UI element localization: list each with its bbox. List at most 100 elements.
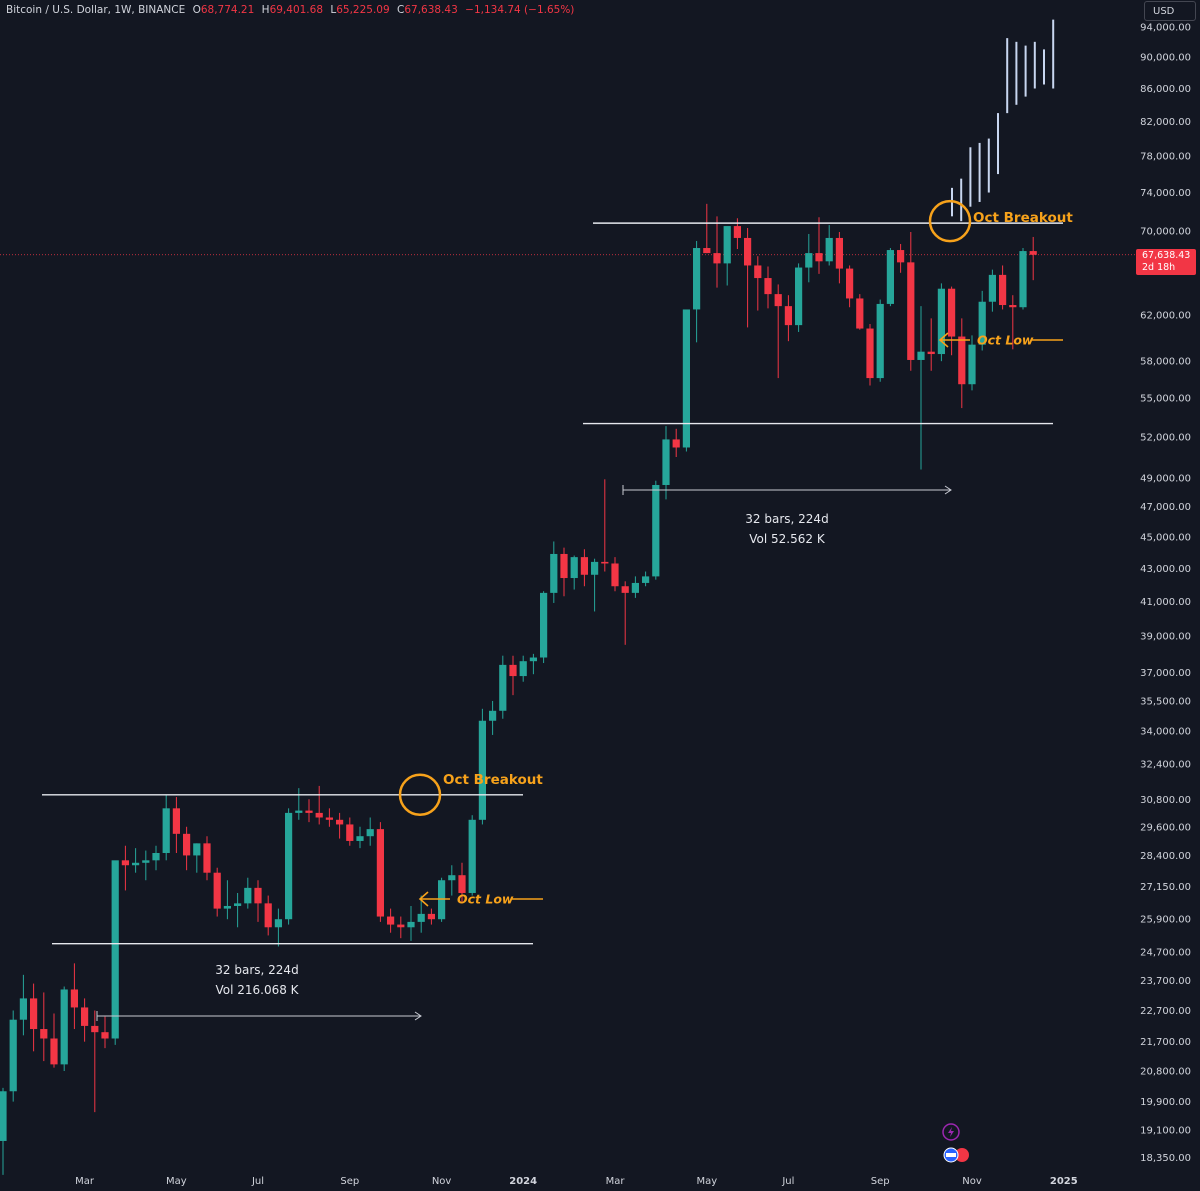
candle-body [91, 1025, 99, 1033]
candle-body [1009, 305, 1017, 308]
candle-body [40, 1029, 48, 1039]
y-tick-label: 55,000.00 [1140, 393, 1191, 404]
candle-body [744, 237, 752, 266]
y-tick-label: 43,000.00 [1140, 564, 1191, 575]
oct-low-label-2024: Oct Low [977, 333, 1034, 348]
y-tick-label: 41,000.00 [1140, 597, 1191, 608]
candle-body [468, 819, 476, 893]
candle-body [142, 860, 150, 863]
candle-body [70, 989, 78, 1008]
flag-events-icon-back [955, 1148, 969, 1162]
candle-body [366, 829, 374, 837]
candle-body [774, 294, 782, 307]
candle-body [397, 924, 405, 928]
high-value: 69,401.68 [269, 4, 324, 16]
y-tick-label: 86,000.00 [1140, 84, 1191, 95]
candle-body [305, 810, 313, 813]
candle-body [213, 872, 221, 909]
candle-body [937, 288, 945, 355]
candle-body [193, 843, 201, 856]
candle-body [764, 278, 772, 295]
range-measure-2023-volume-label: Vol 216.068 K [215, 983, 299, 997]
candle-body [223, 905, 231, 909]
y-tick-label: 90,000.00 [1140, 53, 1191, 64]
y-tick-label: 29,600.00 [1140, 822, 1191, 833]
candle-body [754, 265, 762, 279]
candle-body [988, 274, 996, 302]
range-measure-2023-bars-label: 32 bars, 224d [215, 963, 298, 977]
flag-events-icon [943, 1147, 969, 1163]
open-value: 68,774.21 [200, 4, 255, 16]
candle-body [529, 657, 537, 662]
candle-body [835, 237, 843, 269]
y-tick-label: 70,000.00 [1140, 227, 1191, 238]
candle-body [274, 919, 282, 928]
candle-body [978, 301, 986, 345]
breakout-circle-2024 [928, 199, 972, 243]
candle-body [376, 829, 384, 917]
x-tick-label: Nov [432, 1176, 452, 1187]
y-tick-label: 32,400.00 [1140, 760, 1191, 771]
candle-body [856, 298, 864, 329]
candle-body [815, 253, 823, 262]
y-tick-label: 82,000.00 [1140, 117, 1191, 128]
x-tick-label: Nov [962, 1176, 982, 1187]
candle-body [621, 586, 629, 593]
candle-body [805, 253, 813, 268]
candle-body [866, 328, 874, 379]
candle-body [101, 1032, 109, 1039]
current-price-value: 67,638.43 [1142, 250, 1191, 261]
candle-body [295, 810, 303, 813]
candle-body [713, 253, 721, 264]
candle-body [254, 887, 262, 904]
x-tick-label: Sep [871, 1176, 890, 1187]
y-tick-label: 74,000.00 [1140, 188, 1191, 199]
candle-body [346, 824, 354, 841]
y-tick-label: 28,400.00 [1140, 851, 1191, 862]
x-tick-label: Sep [340, 1176, 359, 1187]
candle-body [509, 664, 517, 677]
change-value: −1,134.74 (−1.65%) [465, 4, 575, 16]
candle-body [407, 921, 415, 928]
range-measure-2024-volume-label: Vol 52.562 K [749, 532, 826, 546]
candle-body [285, 812, 293, 920]
candle-body [611, 563, 619, 587]
candle-body [244, 887, 252, 904]
current-price-tag: 67,638.43 2d 18h [1136, 249, 1196, 275]
candle-body [927, 351, 935, 355]
y-tick-label: 39,000.00 [1140, 631, 1191, 642]
oct-low-label-2024-arrow [938, 332, 970, 348]
x-tick-label: May [166, 1176, 187, 1187]
candle-body [591, 561, 599, 575]
candle-body [570, 557, 578, 579]
y-tick-label: 18,350.00 [1140, 1153, 1191, 1164]
candle-body [132, 862, 140, 866]
breakout-circle-2023 [398, 773, 442, 817]
candle-body [111, 860, 119, 1039]
candle-body [50, 1038, 58, 1065]
candle-body [886, 250, 894, 304]
currency-button[interactable]: USD [1144, 1, 1196, 21]
candle-body [9, 1019, 17, 1092]
y-tick-label: 35,500.00 [1140, 696, 1191, 707]
y-tick-label: 22,700.00 [1140, 1006, 1191, 1017]
flash-icon-ring [942, 1123, 960, 1141]
close-label: C [397, 4, 405, 16]
y-tick-label: 94,000.00 [1140, 22, 1191, 33]
y-tick-label: 19,900.00 [1140, 1097, 1191, 1108]
candle-body [121, 860, 129, 866]
candle-body [948, 288, 956, 337]
candle-body [203, 843, 211, 873]
candle-body [825, 237, 833, 262]
candle-body [417, 913, 425, 922]
candle-body [448, 875, 456, 881]
candle-body [784, 306, 792, 326]
oct-low-label-2023: Oct Low [457, 892, 514, 907]
candle-body [897, 250, 905, 263]
candle-body [958, 336, 966, 385]
y-tick-label: 25,900.00 [1140, 915, 1191, 926]
candle-body [172, 808, 180, 834]
candle-body [642, 576, 650, 583]
candle-body [682, 309, 690, 448]
